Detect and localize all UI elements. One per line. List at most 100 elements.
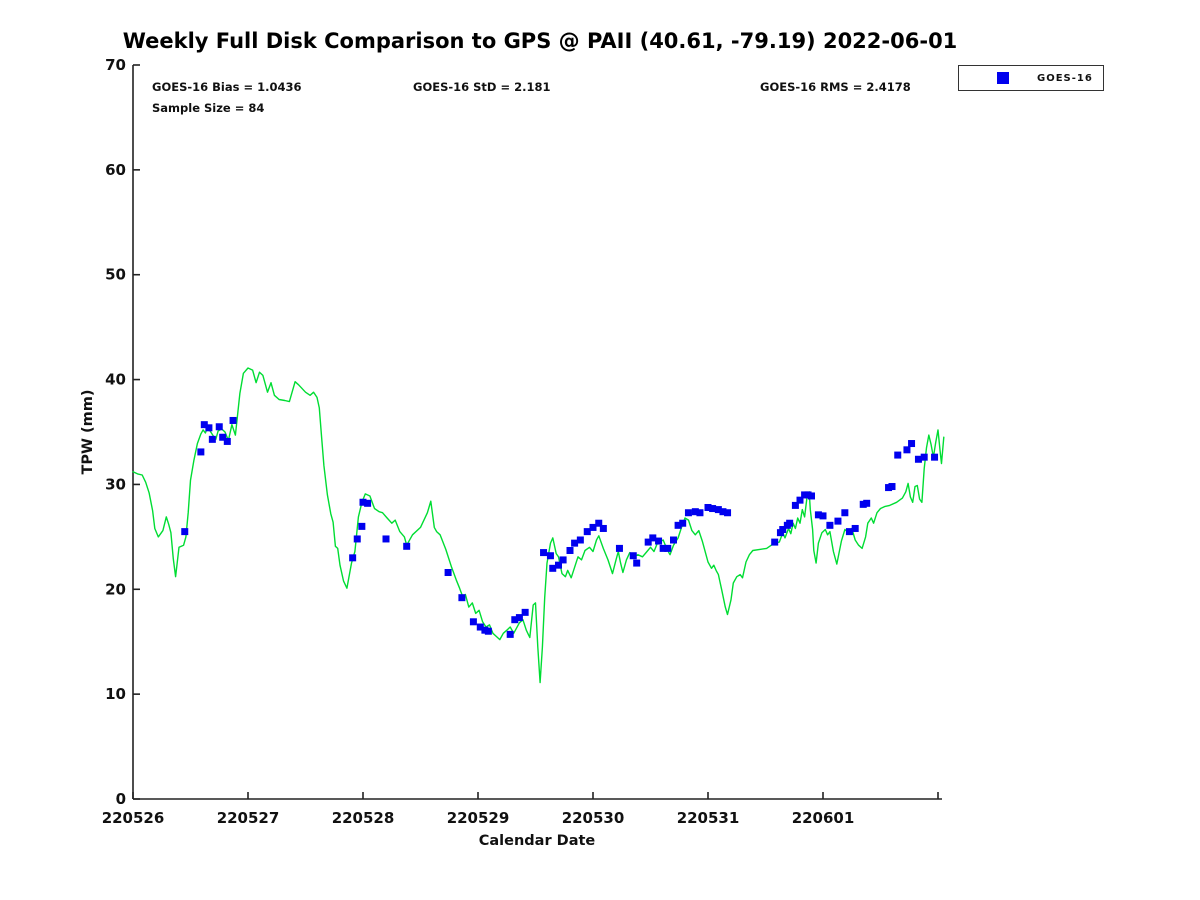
goes16-marker: [649, 534, 657, 542]
y-tick-label: 50: [105, 266, 126, 284]
goes16-marker: [349, 554, 357, 562]
goes16-marker: [903, 446, 911, 454]
goes16-marker: [851, 524, 859, 532]
goes16-marker: [559, 556, 567, 564]
goes16-marker: [714, 506, 722, 514]
goes16-marker: [571, 539, 579, 547]
goes16-marker: [709, 505, 717, 513]
y-tick-label: 30: [105, 475, 126, 493]
x-tick-label: 220528: [332, 809, 395, 827]
goes16-marker: [458, 594, 466, 602]
goes16-marker: [359, 498, 367, 506]
goes16-marker: [515, 614, 523, 622]
legend-marker-square-icon: [997, 72, 1009, 84]
goes16-marker: [583, 528, 591, 536]
goes16-marker: [786, 519, 794, 527]
goes16-marker: [920, 453, 928, 461]
x-tick-label: 220530: [562, 809, 625, 827]
goes16-marker: [796, 496, 804, 504]
legend-label-goes16: GOES-16: [1037, 72, 1093, 84]
x-axis-label: Calendar Date: [478, 833, 596, 849]
goes16-marker: [894, 451, 902, 459]
goes16-marker: [403, 542, 411, 550]
goes16-marker: [476, 623, 484, 631]
goes16-marker: [506, 630, 514, 638]
x-tick-label: 220529: [447, 809, 510, 827]
x-tick-label: 220527: [217, 809, 280, 827]
goes16-marker: [808, 492, 815, 500]
stat-sample-size: Sample Size = 84: [152, 101, 265, 115]
y-tick-label: 0: [116, 790, 126, 808]
goes16-marker: [358, 522, 366, 530]
goes16-marker: [704, 503, 712, 511]
x-tick-label: 220601: [792, 809, 855, 827]
x-tick-label: 220531: [677, 809, 740, 827]
goes16-marker: [791, 501, 799, 509]
stat-bias: GOES-16 Bias = 1.0436: [152, 80, 302, 94]
goes16-marker: [863, 499, 871, 507]
goes16-marker: [655, 537, 663, 545]
goes16-marker: [511, 616, 519, 624]
goes16-marker: [684, 509, 692, 517]
y-axis-label: TPW (mm): [80, 389, 96, 475]
goes16-marker: [845, 528, 853, 536]
goes16-marker: [382, 535, 390, 543]
stat-std: GOES-16 StD = 2.181: [413, 80, 551, 94]
goes16-marker: [691, 508, 699, 516]
goes16-marker: [644, 538, 652, 546]
goes16-marker: [771, 538, 779, 546]
goes16-marker: [205, 424, 213, 432]
x-tick-label: 220526: [102, 809, 165, 827]
goes16-marker: [826, 521, 834, 529]
goes16-marker: [914, 455, 922, 463]
gps-line: [132, 367, 945, 684]
goes16-marker: [841, 509, 849, 517]
goes16-marker: [633, 559, 641, 567]
y-tick-label: 70: [105, 56, 126, 74]
goes16-marker: [546, 552, 554, 560]
goes16-marker: [931, 453, 939, 461]
goes16-marker: [229, 416, 237, 424]
y-tick-label: 40: [105, 371, 126, 389]
goes16-marker: [834, 517, 842, 525]
goes16-marker: [566, 546, 574, 554]
goes16-marker: [674, 521, 682, 529]
goes16-marker: [719, 508, 727, 516]
goes16-marker: [521, 608, 529, 616]
goes16-marker: [484, 627, 492, 635]
goes16-marker: [197, 448, 205, 456]
goes16-marker: [888, 483, 896, 491]
goes16-marker: [615, 544, 623, 552]
y-tick-label: 10: [105, 685, 126, 703]
goes16-marker: [215, 423, 223, 431]
goes16-marker: [200, 421, 208, 429]
goes16-marker: [814, 511, 822, 519]
goes16-marker: [181, 528, 189, 536]
goes16-marker: [549, 564, 557, 572]
goes16-marker: [555, 561, 562, 569]
goes16-marker: [908, 440, 916, 448]
goes16-marker: [444, 569, 452, 577]
goes16-marker: [679, 519, 687, 527]
chart-title: Weekly Full Disk Comparison to GPS @ PAI…: [122, 29, 958, 53]
goes16-marker: [779, 526, 787, 534]
goes16-marker: [595, 519, 603, 527]
goes16-marker: [353, 535, 361, 543]
goes16-marker: [589, 523, 597, 531]
goes16-marker: [599, 524, 607, 532]
y-tick-label: 20: [105, 580, 126, 598]
goes16-marker: [696, 509, 704, 517]
goes16-marker: [670, 536, 677, 544]
goes16-marker: [819, 512, 827, 520]
y-tick-label: 60: [105, 161, 126, 179]
goes16-marker: [208, 435, 216, 443]
goes16-marker: [724, 509, 732, 517]
stat-rms: GOES-16 RMS = 2.4178: [760, 80, 911, 94]
legend-box: GOES-16: [958, 65, 1104, 91]
goes16-marker: [629, 552, 637, 560]
goes16-marker: [223, 437, 231, 445]
goes16-marker: [219, 433, 227, 441]
goes16-marker: [540, 549, 548, 557]
